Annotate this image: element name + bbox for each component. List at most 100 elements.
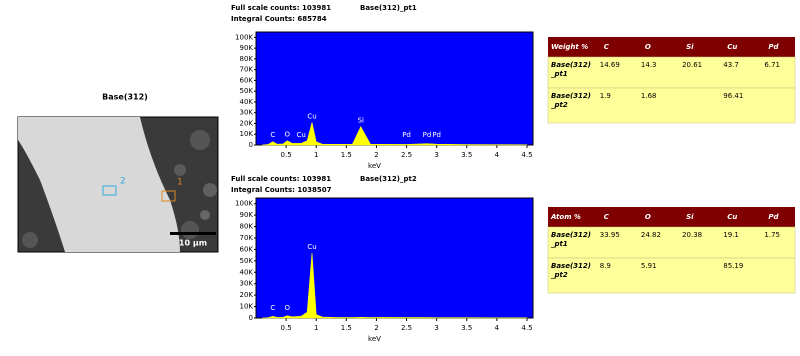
cell: 14.69 (600, 61, 620, 69)
table-header (548, 37, 795, 57)
column-header: O (645, 213, 651, 221)
x-tick-label: 1.5 (341, 324, 352, 332)
y-tick-label: 10K (240, 130, 254, 138)
cell: 33.95 (600, 231, 620, 239)
x-tick-label: 3 (434, 151, 438, 159)
cell: 85.19 (723, 262, 743, 270)
table-row (547, 226, 796, 259)
peak-label: Si (358, 117, 364, 125)
y-tick-label: 30K (240, 109, 254, 117)
row-label: _pt1 (550, 240, 568, 248)
peak-label: Cu (307, 112, 316, 120)
x-tick-label: 2.5 (401, 324, 412, 332)
marker-label: 2 (120, 177, 126, 187)
peak-label: C (270, 304, 275, 312)
y-tick-label: 60K (240, 76, 254, 84)
y-tick-label: 100K (235, 33, 253, 41)
y-tick-label: 80K (240, 55, 254, 63)
column-header: Si (686, 213, 694, 221)
peak-label: C (270, 131, 275, 139)
cell: 5.91 (641, 262, 657, 270)
row-label: Base(312) (551, 231, 591, 239)
column-header: Pd (768, 43, 779, 51)
y-tick-label: 50K (240, 87, 254, 95)
x-tick-label: 3.5 (461, 324, 472, 332)
cell: 24.82 (641, 231, 661, 239)
peak-label: O (285, 131, 291, 139)
column-header: Cu (727, 213, 737, 221)
scale-bar (170, 232, 216, 235)
y-tick-label: 10K (240, 303, 254, 311)
spectrum (261, 122, 528, 146)
peak-label: Pd (432, 131, 441, 139)
peak-label: Cu (296, 131, 305, 139)
x-tick-label: 1 (314, 151, 318, 159)
y-tick-label: 100K (235, 200, 253, 208)
marker-label: 1 (177, 178, 183, 188)
x-tick-label: 4 (495, 324, 500, 332)
marker-box (161, 190, 176, 202)
chart-header: Full scale counts: 103981 (231, 4, 331, 12)
y-tick-label: 20K (240, 119, 254, 127)
peak-label: Cu (307, 243, 316, 251)
x-tick-label: 2.5 (401, 151, 412, 159)
column-header: O (645, 43, 651, 51)
x-tick-label: 2 (374, 324, 378, 332)
x-tick-label: 3 (434, 324, 438, 332)
peak-label: Pd (423, 131, 432, 139)
cell: 20.61 (682, 61, 702, 69)
y-tick-label: 90K (240, 44, 254, 52)
plot-area (255, 31, 534, 146)
y-tick-label: 0 (249, 314, 253, 322)
cell: 1.68 (641, 92, 657, 100)
peak-label: O (285, 304, 291, 312)
column-header: Atom % (550, 213, 581, 221)
chart-header: Full scale counts: 103981 (231, 175, 331, 183)
x-tick-label: 4.5 (521, 151, 532, 159)
cell: 8.9 (600, 262, 611, 270)
table-row (547, 257, 796, 294)
x-axis-label: keV (368, 335, 381, 343)
scale-label: 10 μm (179, 239, 207, 248)
x-tick-label: 1.5 (341, 151, 352, 159)
spectrum (262, 252, 528, 319)
x-tick-label: 0.5 (281, 324, 292, 332)
y-tick-label: 70K (240, 234, 254, 242)
column-header: C (604, 43, 610, 51)
y-tick-label: 20K (240, 291, 254, 299)
chart-header: Integral Counts: 685784 (231, 15, 327, 23)
x-tick-label: 2 (374, 151, 378, 159)
row-label: _pt2 (550, 271, 568, 279)
y-tick-label: 60K (240, 245, 254, 253)
x-tick-label: 4 (495, 151, 500, 159)
row-label: _pt1 (550, 70, 568, 78)
chart-header: Integral Counts: 1038507 (231, 186, 332, 194)
y-tick-label: 40K (240, 268, 254, 276)
x-tick-label: 4.5 (521, 324, 532, 332)
column-header: Pd (768, 213, 779, 221)
cell: 1.75 (764, 231, 780, 239)
x-tick-label: 1 (314, 324, 318, 332)
light-band (18, 117, 180, 252)
row-label: Base(312) (551, 61, 591, 69)
column-header: Cu (727, 43, 737, 51)
marker-box (102, 185, 117, 196)
chart-title: Base(312)_pt1 (360, 4, 417, 12)
cell: 43.7 (723, 61, 739, 69)
column-header: C (604, 213, 610, 221)
y-tick-label: 40K (240, 98, 254, 106)
y-tick-label: 50K (240, 257, 254, 265)
cell: 14.3 (641, 61, 657, 69)
row-label: _pt2 (550, 101, 568, 109)
cell: 20.38 (682, 231, 702, 239)
sem-image: 2 1 10 μm (17, 116, 219, 253)
column-header: Weight % (551, 43, 588, 51)
row-label: Base(312) (551, 92, 591, 100)
table-header (548, 207, 795, 227)
image-title: Base(312) (102, 93, 148, 102)
x-axis-label: keV (368, 162, 381, 170)
x-tick-label: 3.5 (461, 151, 472, 159)
cell: 96.41 (723, 92, 743, 100)
table-row (547, 87, 796, 124)
